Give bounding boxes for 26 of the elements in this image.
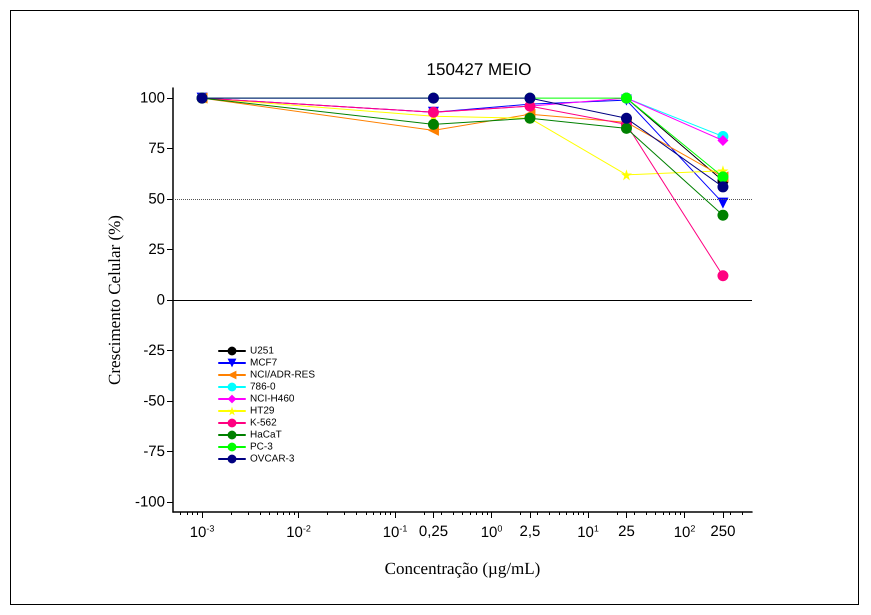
legend-label: MCF7	[250, 358, 278, 368]
y-tick-label: 0	[156, 292, 165, 308]
y-tick-label: 25	[148, 241, 165, 258]
x-axis-title: Concentração (µg/mL)	[384, 559, 540, 578]
y-tick-label: -25	[143, 342, 165, 359]
y-tick-label: -100	[134, 493, 165, 510]
x-tick-label: 25	[618, 523, 635, 540]
x-tick-label: 250	[710, 523, 736, 540]
legend-label: PC-3	[250, 442, 274, 452]
y-tick-label: -75	[143, 442, 165, 460]
legend-label: U251	[250, 346, 274, 356]
y-tick-label: 50	[148, 190, 165, 208]
y-tick-label: -50	[143, 392, 165, 410]
legend-label: HT29	[250, 406, 275, 416]
legend-label: K-562	[250, 418, 278, 428]
legend-label: NCI/ADR-RES	[250, 370, 316, 380]
y-tick-label: 75	[148, 140, 165, 158]
x-tick-label: 2,5	[520, 523, 540, 540]
y-axis-title: Crescimento Celular (%)	[105, 215, 124, 385]
x-tick-label: 0,25	[418, 523, 448, 540]
legend-label: HaCaT	[250, 430, 282, 440]
legend-label: 786-0	[250, 382, 276, 392]
y-tick-label: 100	[140, 90, 165, 107]
legend-label: OVCAR-3	[250, 454, 295, 464]
chart-title: 150427 MEIO	[426, 60, 532, 79]
legend-label: NCI-H460	[250, 394, 295, 404]
